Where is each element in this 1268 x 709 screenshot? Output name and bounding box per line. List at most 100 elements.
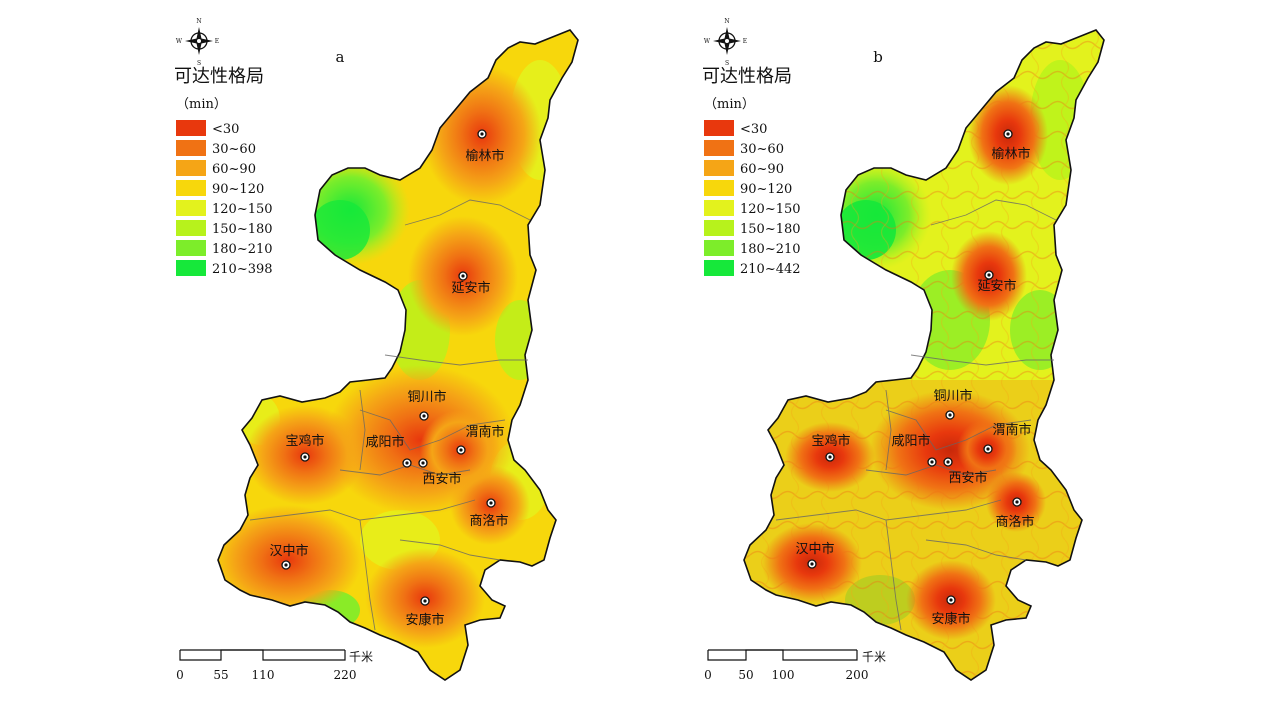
scale-tick-b-0: 0 [704,668,712,682]
city-marker-center [284,563,288,567]
panel-label-b: b [873,48,883,66]
legend-swatch [704,120,734,136]
legend-label: 60~90 [212,162,256,177]
city-label: 商洛市 [995,514,1034,530]
compass-s-label: S [197,60,201,67]
legend-label: 90~120 [740,182,792,197]
legend-swatch [704,140,734,156]
legend-title-a: 可达性格局 [174,66,264,87]
legend-swatch [176,160,206,176]
legend-label: <30 [740,122,767,137]
city-label: 西安市 [422,471,461,487]
legend-unit-a: （min） [176,97,227,112]
scale-unit-a: 千米 [349,650,373,664]
city-label: 延安市 [977,278,1016,294]
legend-label: 120~150 [740,202,801,217]
scale-bar-b: 千米 0 50 100 200 [704,649,886,682]
city-marker-center [423,599,427,603]
compass-s-label: S [725,60,729,67]
legend-swatch [176,120,206,136]
city-label: 宝鸡市 [285,433,324,449]
map-panel-b [743,29,1105,681]
scale-tick-a-3: 220 [334,668,357,682]
city-label: 宝鸡市 [811,433,850,449]
legend-swatch [704,180,734,196]
legend-swatch [176,180,206,196]
legend-swatch [704,160,734,176]
map-panel-a [217,29,579,681]
city-label: 渭南市 [992,422,1031,438]
city-marker-center [1006,132,1010,136]
legend-label: 210~398 [212,262,273,277]
legend-b: <30 30~60 60~90 90~120 120~150 150~180 180~210… [704,120,801,277]
legend-label: 30~60 [212,142,256,157]
legend-swatch [704,220,734,236]
scale-unit-b: 千米 [862,650,886,664]
legend-label: 180~210 [740,242,801,257]
city-marker-center [828,455,832,459]
legend-swatch [704,260,734,276]
panel-label-a: a [336,48,345,66]
legend-unit-b: （min） [704,97,755,112]
legend-label: 30~60 [740,142,784,157]
city-marker-center [480,132,484,136]
legend-swatch [176,220,206,236]
compass-icon-a: N S E W [176,18,219,67]
city-marker-center [810,562,814,566]
city-label: 榆林市 [991,146,1030,162]
province-map-b [744,30,1104,680]
city-marker-center [461,274,465,278]
city-marker-center [949,598,953,602]
city-marker-center [948,413,952,417]
city-marker-center [986,447,990,451]
legend-label: <30 [212,122,239,137]
legend-label: 60~90 [740,162,784,177]
city-marker-center [303,455,307,459]
legend-title-b: 可达性格局 [702,66,792,87]
legend-swatch [704,240,734,256]
city-label: 安康市 [931,611,970,627]
county-boundaries-a [249,199,531,631]
legend-label: 210~442 [740,262,801,277]
legend-swatch [704,200,734,216]
county-boundaries-b [775,199,1057,631]
city-label: 西安市 [948,470,987,486]
compass-e-label: E [215,38,219,45]
compass-icon-b: N S E W [704,18,747,67]
legend-swatch [176,240,206,256]
legend-swatch [176,260,206,276]
city-label: 延安市 [451,280,490,296]
city-label: 咸阳市 [365,434,404,450]
legend-label: 90~120 [212,182,264,197]
province-map-a [218,30,578,680]
city-marker-center [489,501,493,505]
city-marker-center [946,460,950,464]
scale-tick-a-1: 55 [213,668,228,682]
compass-e-label: E [743,38,747,45]
city-label: 汉中市 [795,541,834,557]
city-marker-center [987,273,991,277]
city-marker-center [459,448,463,452]
city-marker-center [405,461,409,465]
scale-tick-a-0: 0 [176,668,184,682]
city-label: 渭南市 [465,424,504,440]
scale-tick-b-1: 50 [738,668,753,682]
city-label: 咸阳市 [891,433,930,449]
city-marker-center [422,414,426,418]
scale-bar-a: 千米 0 55 110 220 [176,649,373,682]
city-label: 榆林市 [465,148,504,164]
city-label: 铜川市 [407,389,446,405]
legend-a: <30 30~60 60~90 90~120 120~150 150~180 180~210… [176,120,273,277]
compass-w-label: W [704,38,711,45]
legend-label: 180~210 [212,242,273,257]
legend-label: 120~150 [212,202,273,217]
city-marker-center [930,460,934,464]
legend-label: 150~180 [740,222,801,237]
city-label: 商洛市 [469,513,508,529]
city-label: 安康市 [405,612,444,628]
scale-tick-b-3: 200 [846,668,869,682]
city-label: 铜川市 [933,388,972,404]
